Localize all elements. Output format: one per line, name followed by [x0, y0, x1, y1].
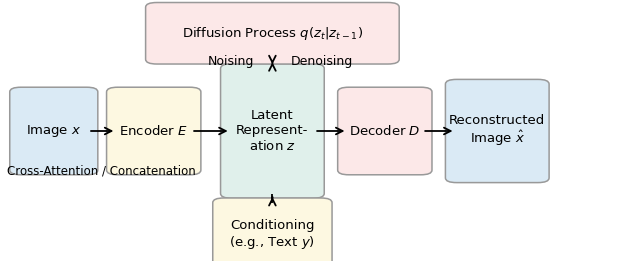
FancyBboxPatch shape	[213, 198, 332, 262]
Text: Denoising: Denoising	[291, 56, 354, 68]
Text: Conditioning
(e.g., Text $y$): Conditioning (e.g., Text $y$)	[230, 219, 316, 252]
FancyBboxPatch shape	[220, 64, 324, 198]
FancyBboxPatch shape	[337, 87, 432, 175]
Text: Cross-Attention / Concatenation: Cross-Attention / Concatenation	[7, 165, 196, 178]
Text: Image $x$: Image $x$	[26, 123, 81, 139]
Text: Decoder $D$: Decoder $D$	[349, 124, 421, 138]
Text: Reconstructed
Image $\hat{x}$: Reconstructed Image $\hat{x}$	[449, 113, 545, 149]
Text: Noising: Noising	[207, 56, 254, 68]
Text: Encoder $E$: Encoder $E$	[120, 124, 188, 138]
FancyBboxPatch shape	[146, 3, 399, 64]
Text: Diffusion Process $q(z_t|z_{t-1})$: Diffusion Process $q(z_t|z_{t-1})$	[182, 25, 363, 42]
FancyBboxPatch shape	[10, 87, 98, 175]
FancyBboxPatch shape	[446, 79, 549, 183]
Text: Latent
Represent-
ation $z$: Latent Represent- ation $z$	[236, 109, 309, 153]
FancyBboxPatch shape	[106, 87, 201, 175]
